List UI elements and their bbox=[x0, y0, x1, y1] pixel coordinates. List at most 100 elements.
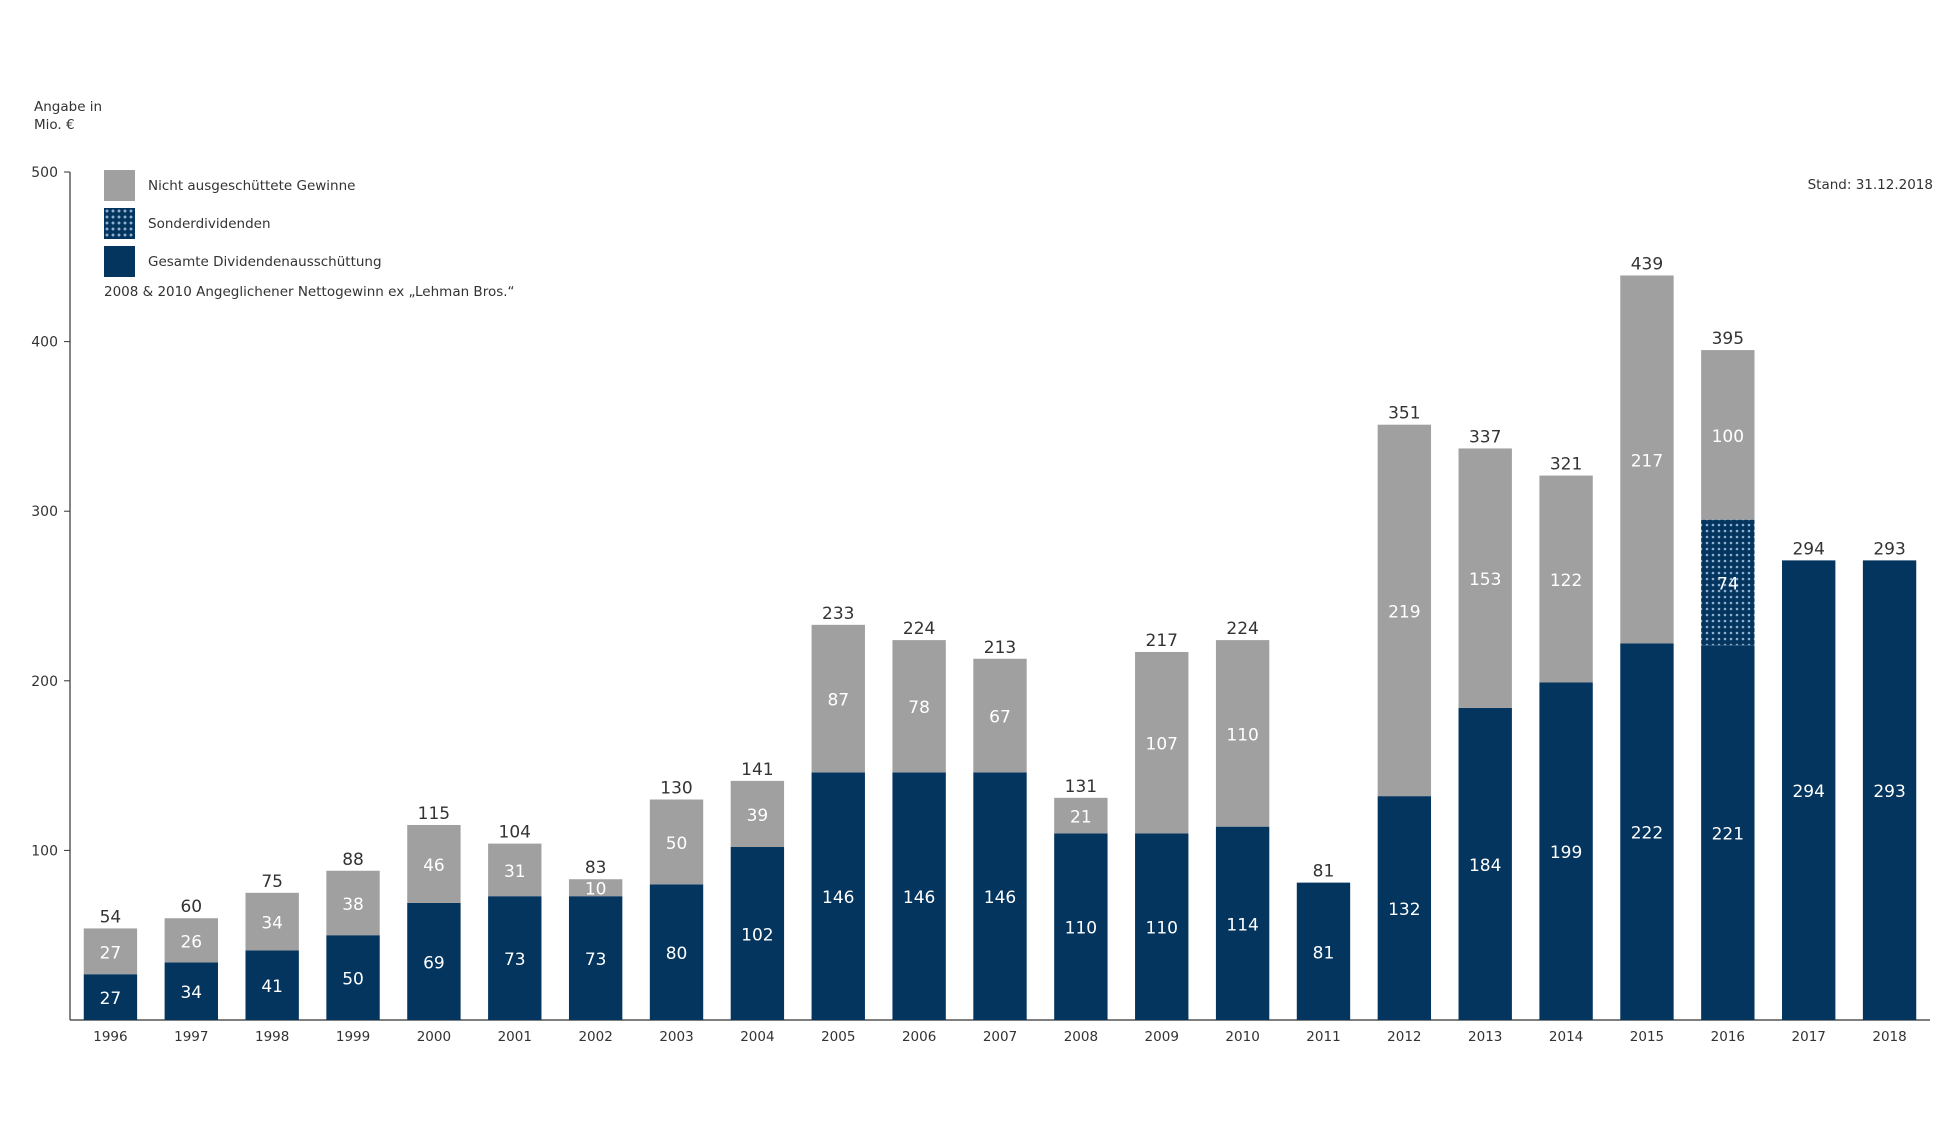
bar-dividend-label: 50 bbox=[342, 970, 364, 990]
bar-dividend-2017 bbox=[1782, 560, 1836, 1020]
bar-dividend-label: 199 bbox=[1550, 843, 1582, 863]
x-tick-label: 2002 bbox=[578, 1029, 612, 1045]
bar-dividend-label: 110 bbox=[1146, 919, 1178, 939]
bar-total-label: 130 bbox=[660, 779, 692, 799]
x-tick-label: 2009 bbox=[1145, 1029, 1179, 1045]
bar-retained-1997 bbox=[164, 918, 218, 963]
bar-retained-2009 bbox=[1135, 651, 1189, 834]
legend-label: Sonderdividenden bbox=[148, 215, 271, 232]
bar-dividend-label: 184 bbox=[1469, 856, 1501, 876]
legend-note: 2008 & 2010 Angeglichener Nettogewinn ex… bbox=[104, 284, 515, 300]
bar-retained-1996 bbox=[83, 928, 138, 975]
bar-retained-1999 bbox=[326, 870, 380, 936]
legend-swatch-navy bbox=[104, 246, 135, 277]
x-tick-label: 2017 bbox=[1792, 1029, 1826, 1045]
bar-total-label: 217 bbox=[1146, 631, 1178, 651]
y-axis-unit-line-2: Mio. € bbox=[34, 117, 75, 133]
bar-dividend-label: 81 bbox=[1313, 943, 1335, 963]
legend-item-sonderdividenden: Sonderdividenden bbox=[104, 208, 515, 239]
bar-dividend-label: 146 bbox=[822, 888, 854, 908]
bar-retained-label: 110 bbox=[1226, 725, 1258, 745]
bar-total-label: 321 bbox=[1550, 455, 1582, 475]
bar-dividend-label: 293 bbox=[1873, 782, 1905, 802]
bar-total-label: 337 bbox=[1469, 427, 1501, 447]
x-tick-label: 2000 bbox=[417, 1029, 451, 1045]
bar-retained-2007 bbox=[973, 658, 1027, 773]
bar-dividend-label: 221 bbox=[1712, 825, 1744, 845]
x-tick-label: 2013 bbox=[1468, 1029, 1502, 1045]
bar-total-label: 293 bbox=[1873, 539, 1905, 559]
bar-retained-2001 bbox=[488, 843, 542, 897]
bar-retained-2014 bbox=[1539, 475, 1593, 683]
bar-total-label: 115 bbox=[418, 804, 450, 824]
bar-retained-2016 bbox=[1701, 350, 1755, 520]
bar-dividend-2013 bbox=[1458, 707, 1512, 1020]
y-tick-label: 400 bbox=[31, 335, 58, 351]
x-tick-label: 1998 bbox=[255, 1029, 289, 1045]
bar-total-label: 395 bbox=[1712, 329, 1744, 349]
bar-dividend-2007 bbox=[973, 772, 1027, 1020]
bar-dividend-2014 bbox=[1539, 682, 1593, 1020]
bar-dividend-label: 34 bbox=[180, 983, 202, 1003]
bar-dividend-label: 41 bbox=[261, 977, 283, 997]
y-tick-label: 100 bbox=[31, 843, 58, 859]
legend-item-nicht-ausgeschuettete-gewinne: Nicht ausgeschüttete Gewinne bbox=[104, 170, 515, 201]
legend-swatch-gray bbox=[104, 170, 135, 201]
bar-total-label: 224 bbox=[1226, 619, 1258, 639]
bar-dividend-2006 bbox=[892, 772, 946, 1020]
bar-dividend-2008 bbox=[1054, 833, 1108, 1020]
bar-retained-label: 46 bbox=[423, 856, 445, 876]
y-tick-label: 300 bbox=[31, 504, 58, 520]
bar-dividend-1997 bbox=[164, 962, 218, 1020]
y-axis-unit-line-1: Angabe in bbox=[34, 99, 103, 115]
bar-retained-label: 27 bbox=[100, 943, 122, 963]
bar-total-label: 131 bbox=[1065, 777, 1097, 797]
x-tick-label: 2014 bbox=[1549, 1029, 1583, 1045]
bar-special-2016 bbox=[1701, 519, 1755, 646]
bar-dividend-2005 bbox=[811, 772, 865, 1020]
bar-total-label: 351 bbox=[1388, 404, 1420, 424]
bar-dividend-2003 bbox=[649, 884, 704, 1020]
x-tick-label: 2008 bbox=[1064, 1029, 1098, 1045]
bar-retained-label: 21 bbox=[1070, 808, 1092, 828]
bar-retained-2003 bbox=[649, 799, 704, 885]
legend-label: Nicht ausgeschüttete Gewinne bbox=[148, 177, 356, 194]
x-tick-label: 2003 bbox=[659, 1029, 693, 1045]
bar-retained-label: 10 bbox=[585, 880, 607, 900]
bar-retained-2002 bbox=[568, 879, 623, 897]
bar-retained-2008 bbox=[1054, 797, 1108, 834]
bar-total-label: 75 bbox=[261, 872, 283, 892]
bar-dividend-label: 80 bbox=[666, 944, 688, 964]
bar-total-label: 83 bbox=[585, 858, 607, 878]
bar-dividend-2000 bbox=[407, 902, 461, 1020]
bar-dividend-2018 bbox=[1862, 560, 1917, 1020]
bar-dividend-label: 132 bbox=[1388, 900, 1420, 920]
bar-retained-label: 153 bbox=[1469, 570, 1501, 590]
bar-retained-label: 34 bbox=[261, 914, 283, 934]
bar-retained-label: 122 bbox=[1550, 571, 1582, 591]
bar-dividend-label: 222 bbox=[1631, 824, 1663, 844]
x-tick-label: 2007 bbox=[983, 1029, 1017, 1045]
bar-total-label: 88 bbox=[342, 850, 364, 870]
bar-retained-label: 78 bbox=[908, 698, 930, 718]
bar-retained-2013 bbox=[1458, 448, 1512, 708]
bar-retained-label: 100 bbox=[1712, 427, 1744, 447]
bar-total-label: 439 bbox=[1631, 254, 1663, 274]
x-tick-label: 2006 bbox=[902, 1029, 936, 1045]
bar-dividend-2002 bbox=[568, 896, 623, 1020]
bar-retained-label: 87 bbox=[827, 691, 849, 711]
bar-total-label: 60 bbox=[180, 897, 202, 917]
bar-retained-label: 217 bbox=[1631, 451, 1663, 471]
bar-retained-label: 67 bbox=[989, 708, 1011, 728]
bar-dividend-2012 bbox=[1377, 796, 1432, 1020]
bar-dividend-label: 73 bbox=[504, 950, 526, 970]
y-tick-label: 200 bbox=[31, 674, 58, 690]
bar-retained-2005 bbox=[811, 624, 865, 773]
bar-total-label: 81 bbox=[1313, 862, 1335, 882]
bar-retained-label: 26 bbox=[180, 932, 202, 952]
x-tick-label: 1996 bbox=[93, 1029, 127, 1045]
x-tick-label: 2001 bbox=[498, 1029, 532, 1045]
bar-total-label: 233 bbox=[822, 604, 854, 624]
bar-retained-2010 bbox=[1215, 640, 1270, 827]
